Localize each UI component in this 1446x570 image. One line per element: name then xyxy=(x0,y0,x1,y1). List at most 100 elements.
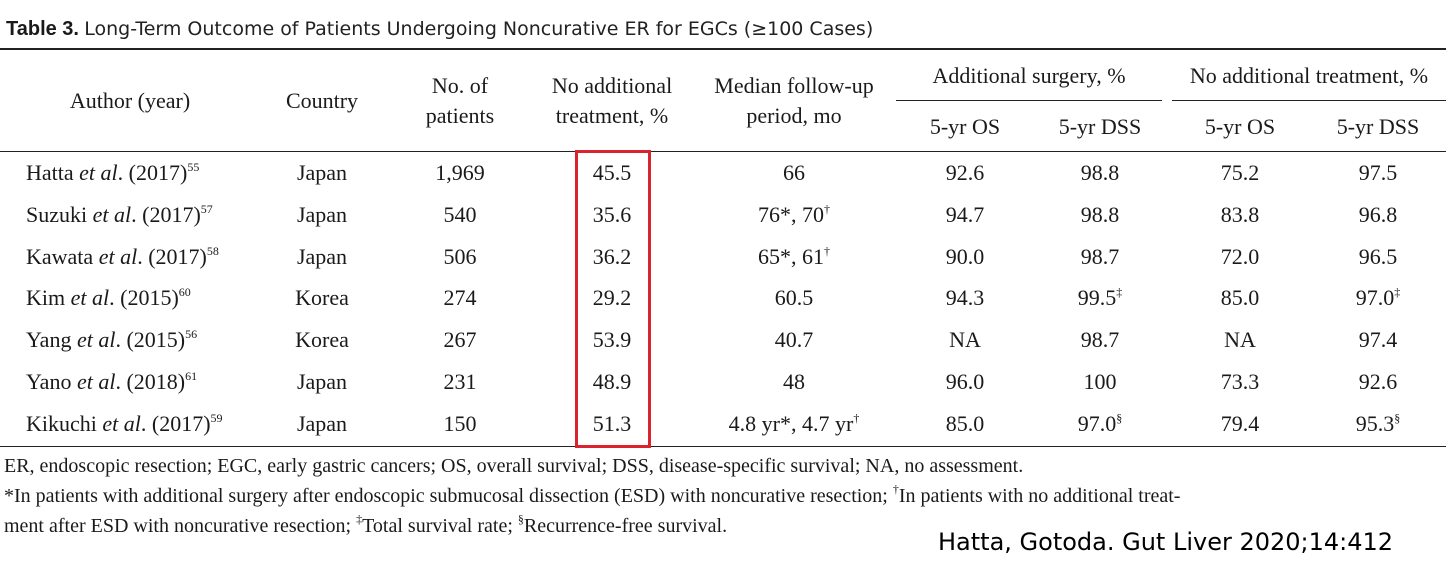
cell-value: Japan xyxy=(296,411,348,436)
cell-value: 60.5 xyxy=(774,285,814,310)
cell-s-os: 96.0 xyxy=(900,367,1030,397)
cell-value: 96.8 xyxy=(1358,202,1398,227)
cell-value: 267 xyxy=(443,327,477,352)
cell-patients: 540 xyxy=(400,200,520,230)
cell-footnote-mark: † xyxy=(853,411,860,425)
author-etal: et al xyxy=(92,202,132,227)
cell-no-add: 45.5 xyxy=(572,158,652,188)
cell-country: Japan xyxy=(262,200,382,230)
cell-n-os: 75.2 xyxy=(1175,158,1305,188)
cell-value: Japan xyxy=(296,202,348,227)
cell-value: 48.9 xyxy=(592,369,632,394)
cell-country: Japan xyxy=(262,409,382,439)
cell-value: 98.8 xyxy=(1080,202,1120,227)
no-additional-treatment-highlight-box xyxy=(575,150,651,448)
cell-patients: 506 xyxy=(400,242,520,272)
cell-value: 53.9 xyxy=(592,327,632,352)
cell-value: 85.0 xyxy=(945,411,985,436)
cell-value: 96.0 xyxy=(945,369,985,394)
cell-n-os: 85.0 xyxy=(1175,283,1305,313)
cell-value: 85.0 xyxy=(1220,285,1260,310)
cell-median: 48 xyxy=(696,367,892,397)
cell-median: 66 xyxy=(696,158,892,188)
cell-footnote-mark: † xyxy=(824,244,830,258)
header-no-treatment-os: 5-yr OS xyxy=(1204,114,1276,139)
cell-value: 65*, 61 xyxy=(758,244,824,269)
cell-value: 274 xyxy=(443,285,477,310)
cell-value: 92.6 xyxy=(1358,369,1398,394)
cell-author: Yang et al. (2015)56 xyxy=(26,325,197,355)
cell-author: Kikuchi et al. (2017)59 xyxy=(26,409,223,439)
cell-value: 100 xyxy=(1083,369,1117,394)
cell-value: Korea xyxy=(295,285,349,310)
cell-value: 506 xyxy=(443,244,477,269)
cell-median: 4.8 yr*, 4.7 yr† xyxy=(696,409,892,439)
caption-label: Table 3. xyxy=(6,18,79,40)
footnote-continued-text: ment after ESD with noncurative resectio… xyxy=(4,515,357,537)
surgery-group-rule xyxy=(896,100,1162,101)
cell-value: 92.6 xyxy=(945,160,985,185)
cell-value: 97.5 xyxy=(1358,160,1398,185)
header-author: Author (year) xyxy=(69,88,191,113)
cell-s-dss: 98.8 xyxy=(1035,158,1165,188)
cell-s-os: 85.0 xyxy=(900,409,1030,439)
cell-value: 40.7 xyxy=(774,327,814,352)
cell-value: NA xyxy=(1224,327,1256,352)
cell-value: 35.6 xyxy=(592,202,632,227)
cell-value: 79.4 xyxy=(1220,411,1260,436)
header-rule xyxy=(0,151,1446,152)
reference-number: 58 xyxy=(206,244,219,258)
cell-no-add: 29.2 xyxy=(572,283,652,313)
header-surgery-dss: 5-yr DSS xyxy=(1058,114,1142,139)
author-year: . (2017) xyxy=(140,411,211,436)
cell-country: Japan xyxy=(262,367,382,397)
header-median-line2: period, mo xyxy=(746,103,842,128)
cell-country: Japan xyxy=(262,158,382,188)
cell-n-dss: 97.0‡ xyxy=(1313,283,1443,313)
cell-country: Korea xyxy=(262,325,382,355)
footnote-dagger: † xyxy=(892,482,899,496)
cell-s-dss: 99.5‡ xyxy=(1035,283,1165,313)
cell-patients: 274 xyxy=(400,283,520,313)
cell-value: 29.2 xyxy=(592,285,632,310)
cell-median: 60.5 xyxy=(696,283,892,313)
cell-s-dss: 100 xyxy=(1035,367,1165,397)
author-name: Kikuchi xyxy=(26,411,97,436)
author-etal: et al xyxy=(98,244,138,269)
cell-value: 95.3 xyxy=(1355,411,1395,436)
cell-n-dss: 95.3§ xyxy=(1313,409,1443,439)
cell-s-dss: 98.8 xyxy=(1035,200,1165,230)
reference-number: 55 xyxy=(187,160,200,174)
cell-no-add: 51.3 xyxy=(572,409,652,439)
author-year: . (2015) xyxy=(115,327,186,352)
author-year: . (2017) xyxy=(137,244,207,269)
cell-value: 97.0 xyxy=(1355,285,1395,310)
author-etal: et al xyxy=(70,285,110,310)
cell-value: 99.5 xyxy=(1077,285,1117,310)
cell-value: NA xyxy=(949,327,981,352)
cell-value: 72.0 xyxy=(1220,244,1260,269)
cell-median: 65*, 61† xyxy=(696,242,892,272)
cell-n-os: 73.3 xyxy=(1175,367,1305,397)
cell-s-os: 92.6 xyxy=(900,158,1030,188)
footnote-line-3: ment after ESD with noncurative resectio… xyxy=(4,512,727,540)
reference-number: 56 xyxy=(185,327,198,341)
header-group-no-treatment: No additional treatment, % xyxy=(1189,63,1429,88)
header-median-line1: Median follow-up xyxy=(714,73,874,98)
author-name: Kim xyxy=(26,285,66,310)
cell-n-os: 72.0 xyxy=(1175,242,1305,272)
cell-patients: 150 xyxy=(400,409,520,439)
cell-patients: 267 xyxy=(400,325,520,355)
cell-s-os: 94.7 xyxy=(900,200,1030,230)
cell-value: 51.3 xyxy=(592,411,632,436)
author-etal: et al xyxy=(102,411,141,436)
cell-value: Japan xyxy=(296,369,348,394)
footnote-abbreviations: ER, endoscopic resection; EGC, early gas… xyxy=(4,455,1024,477)
reference-number: 60 xyxy=(178,285,191,299)
cell-n-os: NA xyxy=(1175,325,1305,355)
cell-footnote-mark: † xyxy=(824,202,830,216)
cell-value: 94.7 xyxy=(945,202,985,227)
cell-s-dss: 98.7 xyxy=(1035,242,1165,272)
cell-s-os: NA xyxy=(900,325,1030,355)
cell-value: 98.7 xyxy=(1080,244,1120,269)
